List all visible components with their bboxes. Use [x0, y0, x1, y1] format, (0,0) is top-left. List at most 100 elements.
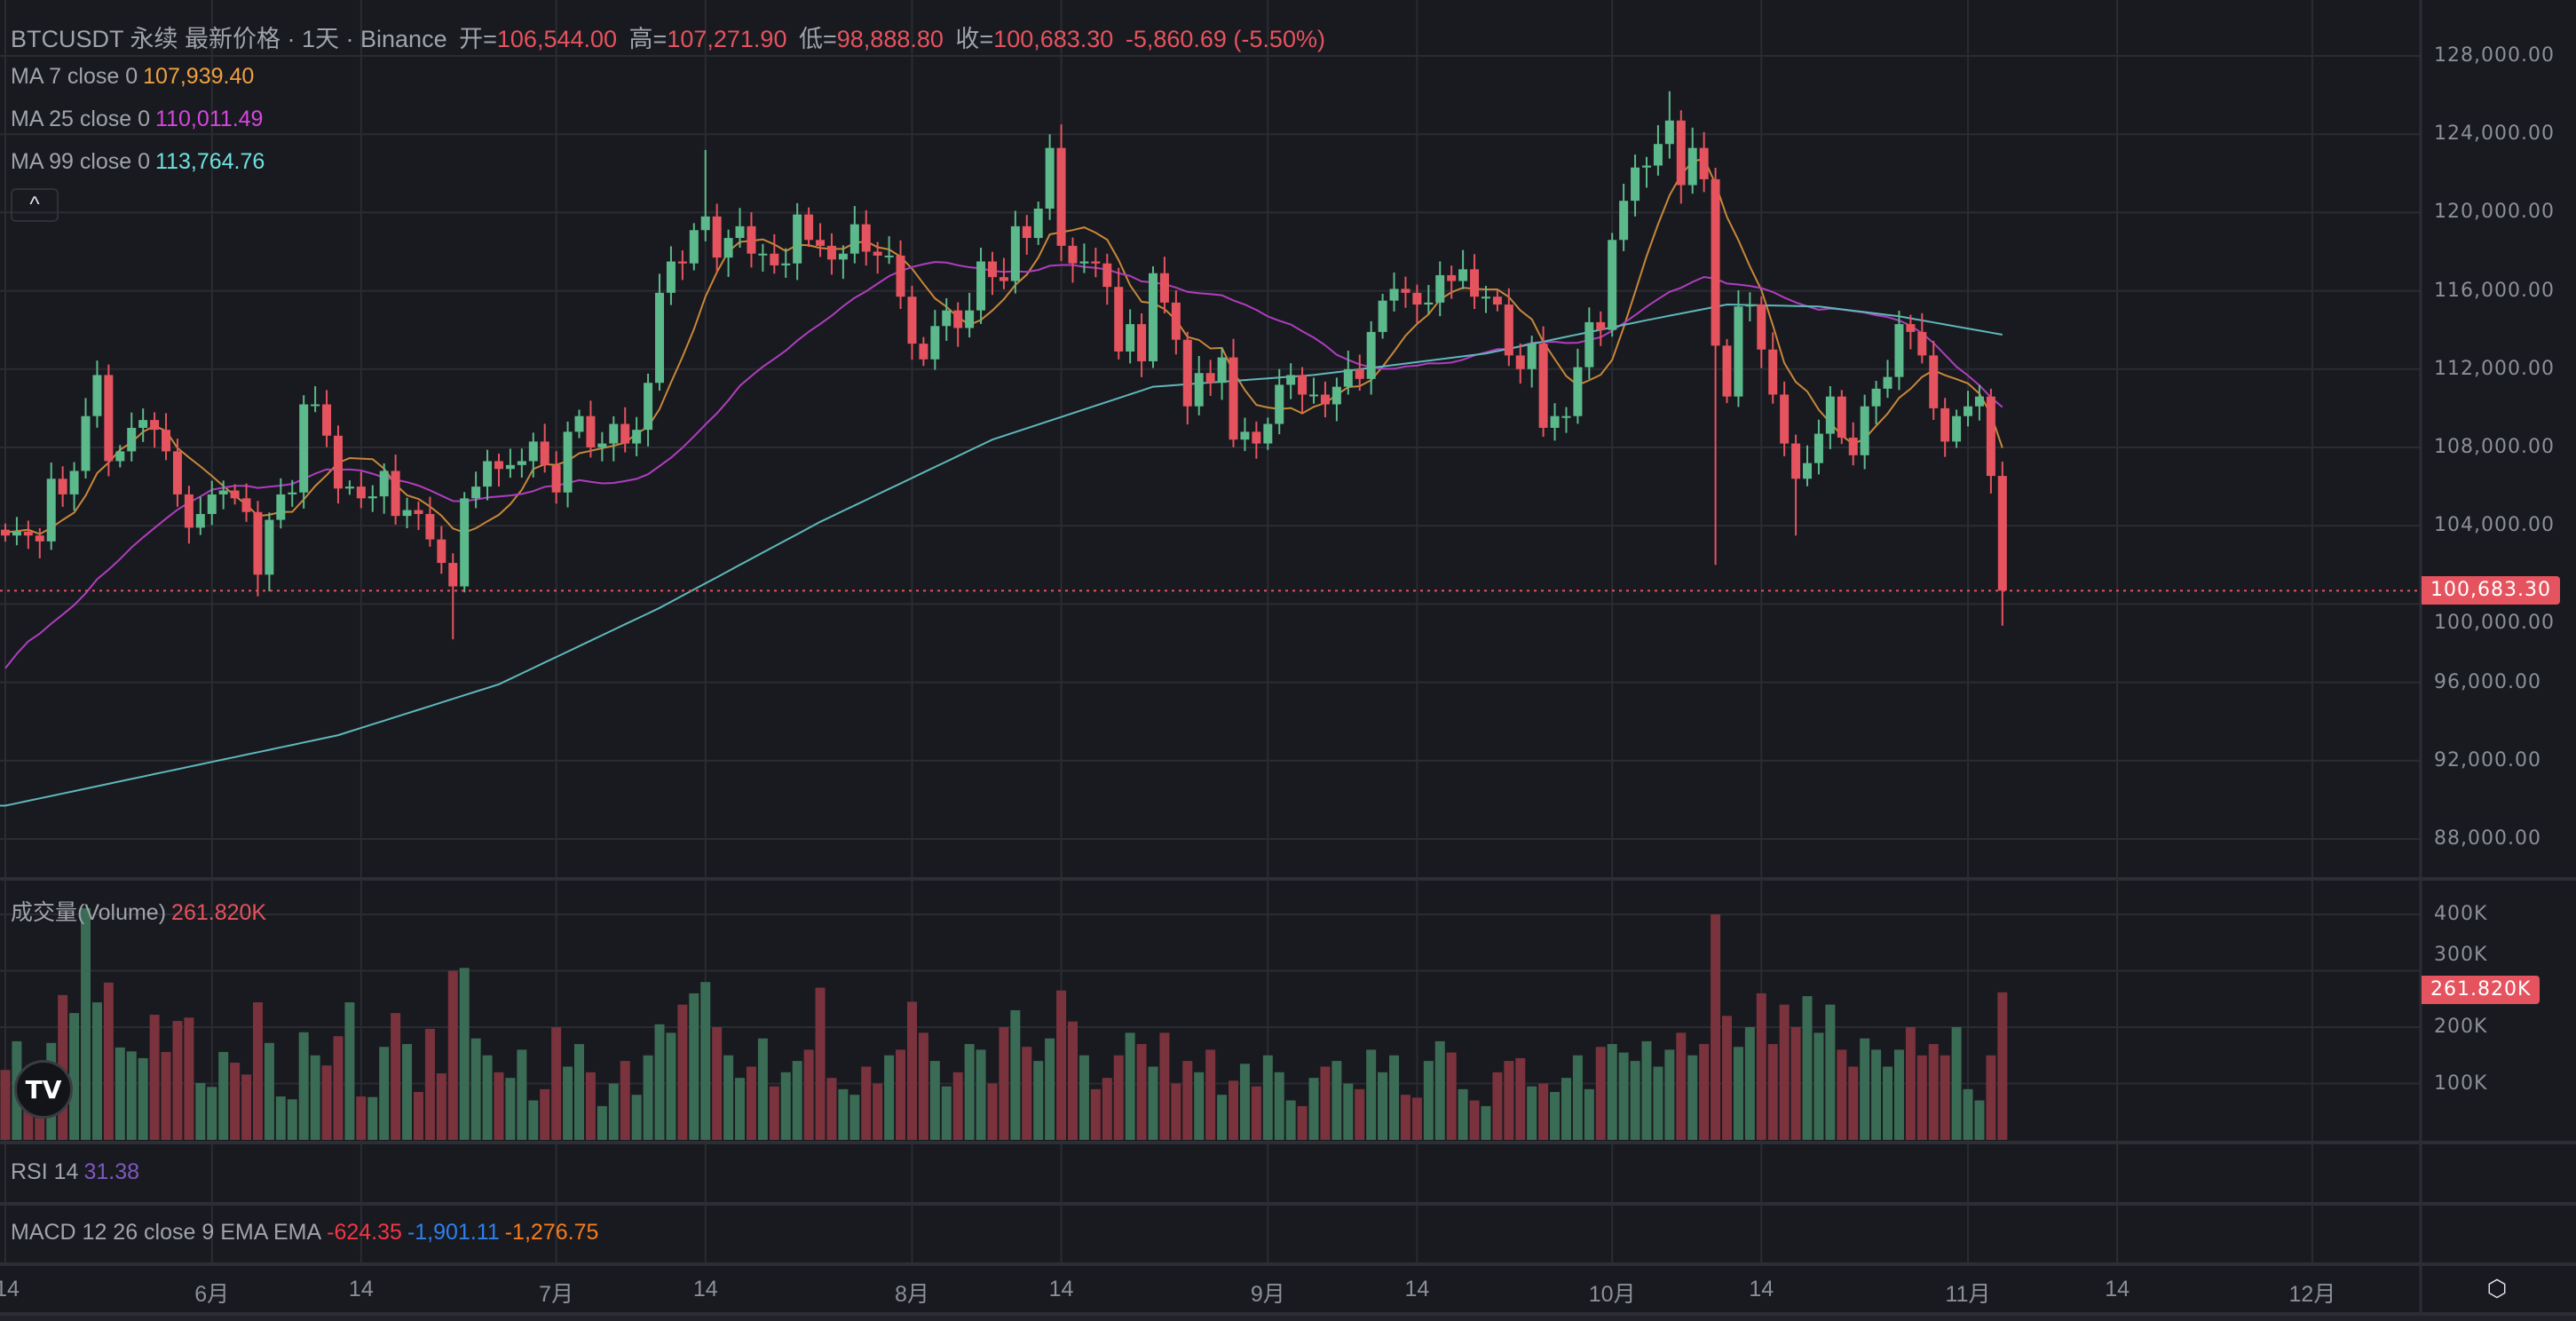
volume-value: 261.820K: [171, 900, 267, 925]
candle-body: [195, 513, 205, 528]
volume-bar: [896, 1049, 906, 1140]
time-tick-label: 11月: [1945, 1282, 1991, 1307]
candle-body: [689, 230, 699, 264]
candle: [1205, 360, 1215, 396]
candle-body: [919, 344, 928, 360]
rsi-legend[interactable]: RSI 14 31.38: [11, 1159, 145, 1185]
candle: [1171, 290, 1181, 355]
candle-body: [1883, 376, 1892, 389]
candle: [241, 483, 251, 522]
volume-tick-label: 300K: [2434, 943, 2488, 966]
candle-body: [1114, 287, 1124, 352]
eye-settings-icon[interactable]: ⬡: [2486, 1275, 2508, 1301]
candle-body: [1791, 443, 1801, 479]
grid: [0, 0, 2421, 1264]
candle-body: [1137, 324, 1147, 361]
candle: [1252, 421, 1261, 459]
tradingview-logo[interactable]: TV: [14, 1060, 73, 1119]
volume-tick-label: 100K: [2434, 1072, 2488, 1095]
rsi-label: RSI 14: [11, 1159, 79, 1184]
candle-body: [770, 253, 779, 265]
volume-bar: [769, 1086, 779, 1140]
volume-bar: [1871, 1049, 1882, 1140]
candle: [437, 526, 446, 574]
candle: [1447, 265, 1457, 299]
volume-bar: [1481, 1105, 1491, 1140]
volume-bar: [643, 1055, 653, 1140]
candle: [1974, 384, 1984, 421]
volume-bar: [1148, 1066, 1158, 1140]
candle-body: [1584, 321, 1594, 368]
volume-bar: [1860, 1038, 1870, 1140]
time-tick-label: 14: [2105, 1277, 2130, 1301]
candle: [299, 395, 309, 509]
volume-bar: [69, 1013, 80, 1140]
volume-bar: [184, 1017, 194, 1140]
volume-bar: [987, 1083, 998, 1140]
volume-bar: [1813, 1032, 1824, 1140]
candle-body: [1, 529, 10, 536]
volume-legend[interactable]: 成交量(Volume) 261.820K: [11, 895, 272, 927]
chevron-up-icon: ^: [29, 193, 40, 217]
candle: [1883, 360, 1892, 399]
time-tick-label: 12月: [2288, 1282, 2336, 1307]
volume-bar: [1056, 990, 1067, 1140]
candle: [1079, 243, 1089, 273]
volume-bar: [1217, 1095, 1228, 1140]
volume-bar: [1584, 1088, 1594, 1140]
volume-bar: [1687, 1055, 1698, 1140]
candle: [1022, 215, 1031, 255]
volume-bar: [252, 1002, 263, 1140]
candle: [1734, 289, 1743, 407]
candle: [987, 251, 997, 296]
candle-body: [1986, 396, 1995, 477]
candle: [1986, 388, 1995, 494]
time-tick-label: 14: [0, 1277, 20, 1301]
volume-bar: [1251, 1086, 1261, 1140]
ma25-legend[interactable]: MA 25 close 0 110,011.49: [11, 107, 268, 132]
volume-bar: [1194, 1072, 1205, 1140]
candle: [1894, 310, 1904, 391]
volume-bar: [608, 1083, 619, 1140]
candle-body: [1126, 324, 1135, 352]
candle-body: [162, 430, 171, 452]
open-label: 开=: [459, 26, 497, 52]
candle: [367, 485, 377, 512]
volume-bar: [356, 1096, 367, 1140]
candle: [1056, 124, 1066, 262]
candle: [1515, 343, 1525, 384]
volume-bar: [1285, 1100, 1296, 1140]
macd-legend[interactable]: MACD 12 26 close 9 EMA EMA -624.35 -1,901.…: [11, 1220, 604, 1246]
candle: [1229, 338, 1238, 447]
volume-bar: [1182, 1061, 1193, 1140]
candle: [92, 360, 102, 428]
candle: [1114, 267, 1124, 360]
volume-bar: [1504, 1061, 1514, 1140]
volume-bar: [298, 1032, 309, 1140]
candle: [1596, 311, 1606, 346]
candle-body: [356, 486, 366, 499]
collapse-legend-button[interactable]: ^: [11, 188, 59, 222]
candle-body: [873, 251, 882, 256]
candle-body: [999, 277, 1008, 281]
candle-body: [1470, 269, 1480, 297]
volume-bar: [1355, 1088, 1365, 1140]
symbol-title[interactable]: BTCUSDT 永续 最新价格 · 1天 · Binance: [11, 26, 447, 52]
candle: [1102, 253, 1112, 305]
price-tick-label: 88,000.00: [2434, 827, 2541, 850]
candle: [172, 439, 182, 507]
ma99-legend[interactable]: MA 99 close 0 113,764.76: [11, 149, 270, 175]
volume-bar: [1733, 1047, 1743, 1140]
candle-body: [1159, 273, 1169, 303]
volume-bar: [746, 1066, 756, 1140]
candle: [826, 233, 836, 275]
volume-bar: [195, 1082, 206, 1140]
candle: [1412, 284, 1422, 324]
candle: [1298, 367, 1308, 413]
candle-body: [1217, 357, 1227, 384]
ma7-legend[interactable]: MA 7 close 0 107,939.40: [11, 64, 259, 90]
candle-body: [1803, 463, 1813, 479]
volume-bar: [528, 1100, 539, 1140]
volume-bar: [115, 1047, 125, 1140]
